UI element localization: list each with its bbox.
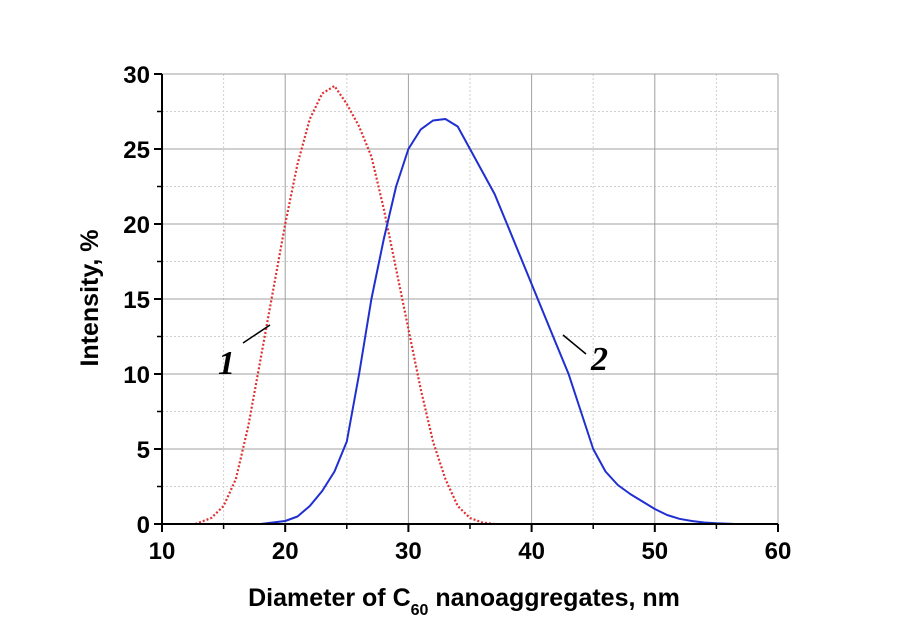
x-tick-label: 50 xyxy=(641,538,668,565)
x-tick-label: 60 xyxy=(765,538,792,565)
x-axis-title-prefix: Diameter of C xyxy=(248,584,411,612)
y-tick-label: 10 xyxy=(123,362,150,389)
x-tick-label: 20 xyxy=(272,538,299,565)
curve-2-label: 2 xyxy=(590,341,608,378)
y-axis-title: Intensity, % xyxy=(76,229,104,366)
curve-1-leader xyxy=(242,324,271,344)
series-2-line xyxy=(260,118,735,525)
x-axis-title-subscript: 60 xyxy=(411,602,429,619)
x-axis-title: Diameter of C60 nanoaggregates, nm xyxy=(248,584,680,619)
curve-1-label: 1 xyxy=(218,345,235,382)
y-tick-label: 0 xyxy=(137,512,150,539)
y-tick-label: 30 xyxy=(123,62,150,89)
x-tick-label: 40 xyxy=(518,538,545,565)
y-tick-label: 25 xyxy=(123,137,150,164)
y-tick-label: 15 xyxy=(123,287,150,314)
y-tick-label: 20 xyxy=(123,212,150,239)
ticks: 10 20 30 40 50 60 0 5 10 15 20 25 30 xyxy=(123,62,791,565)
series-1-line xyxy=(194,84,495,526)
curve-2-leader xyxy=(562,334,587,355)
x-tick-label: 30 xyxy=(395,538,422,565)
series-layer xyxy=(194,84,735,526)
y-tick-label: 5 xyxy=(137,437,150,464)
x-axis-title-suffix: nanoaggregates, nm xyxy=(428,584,679,612)
x-tick-label: 10 xyxy=(149,538,176,565)
grid xyxy=(162,73,779,524)
